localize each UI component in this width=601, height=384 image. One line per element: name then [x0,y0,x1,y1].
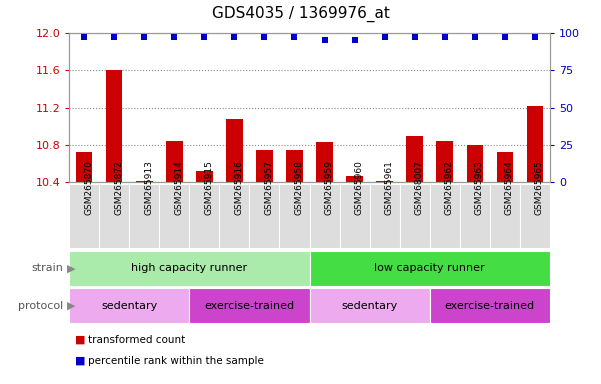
Bar [166,141,183,182]
Text: GSM265965: GSM265965 [535,160,544,215]
Point [470,34,480,40]
Text: GSM265964: GSM265964 [505,160,514,215]
Bar [496,152,513,182]
Text: GDS4035 / 1369976_at: GDS4035 / 1369976_at [212,5,389,22]
Bar [310,184,340,248]
Bar [69,288,189,323]
Point [380,34,389,40]
Bar [279,184,310,248]
Text: exercise-trained: exercise-trained [204,301,294,311]
Text: GSM265870: GSM265870 [84,160,93,215]
Bar [460,184,490,248]
Text: GSM268007: GSM268007 [415,160,424,215]
Bar [340,184,370,248]
Text: protocol: protocol [18,301,63,311]
Text: ▶: ▶ [67,263,76,273]
Bar [310,288,430,323]
Bar [406,136,423,182]
Text: sedentary: sedentary [341,301,398,311]
Bar [69,251,310,286]
Bar [189,288,310,323]
Text: exercise-trained: exercise-trained [445,301,535,311]
Bar [436,141,453,182]
Bar [256,150,273,182]
Text: strain: strain [31,263,63,273]
Bar [430,288,550,323]
Text: GSM265959: GSM265959 [325,160,334,215]
Text: percentile rank within the sample: percentile rank within the sample [88,356,264,366]
Bar [249,184,279,248]
Point [290,34,299,40]
Bar [346,176,363,182]
Bar [430,184,460,248]
Text: GSM265957: GSM265957 [264,160,273,215]
Point [200,34,209,40]
Bar [196,171,213,182]
Text: ■: ■ [75,356,85,366]
Text: transformed count: transformed count [88,335,186,345]
Bar [310,251,550,286]
Point [169,34,179,40]
Text: GSM265913: GSM265913 [144,160,153,215]
Point [79,34,89,40]
Bar [370,184,400,248]
Point [109,34,119,40]
Point [139,34,149,40]
Bar [526,106,543,182]
Bar [99,184,129,248]
Text: GSM265914: GSM265914 [174,160,183,215]
Point [530,34,540,40]
Point [440,34,450,40]
Text: low capacity runner: low capacity runner [374,263,485,273]
Bar [189,184,219,248]
Point [230,34,239,40]
Bar [286,150,303,182]
Point [320,37,329,43]
Bar [490,184,520,248]
Bar [316,142,333,182]
Bar [226,119,243,182]
Text: ■: ■ [75,335,85,345]
Bar [520,184,550,248]
Bar [76,152,93,182]
Text: GSM265962: GSM265962 [445,160,454,215]
Text: high capacity runner: high capacity runner [131,263,248,273]
Point [500,34,510,40]
Bar [69,184,99,248]
Bar [129,184,159,248]
Text: GSM265916: GSM265916 [234,160,243,215]
Point [350,37,359,43]
Bar [106,70,123,182]
Text: ▶: ▶ [67,301,76,311]
Text: sedentary: sedentary [101,301,157,311]
Text: GSM265958: GSM265958 [294,160,304,215]
Text: GSM265872: GSM265872 [114,160,123,215]
Text: GSM265963: GSM265963 [475,160,484,215]
Bar [219,184,249,248]
Point [410,34,419,40]
Text: GSM265961: GSM265961 [385,160,394,215]
Bar [400,184,430,248]
Text: GSM265915: GSM265915 [204,160,213,215]
Bar [159,184,189,248]
Point [260,34,269,40]
Text: GSM265960: GSM265960 [355,160,364,215]
Bar [466,145,483,182]
